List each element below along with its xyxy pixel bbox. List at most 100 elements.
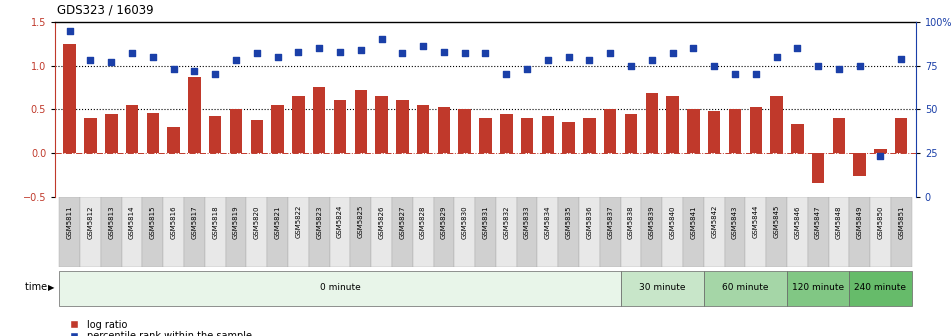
- Bar: [853, 153, 866, 176]
- Text: 60 minute: 60 minute: [722, 283, 768, 292]
- Text: GSM5827: GSM5827: [399, 205, 405, 239]
- Text: GSM5847: GSM5847: [815, 205, 821, 239]
- Bar: [292, 96, 304, 153]
- Legend: log ratio, percentile rank within the sample: log ratio, percentile rank within the sa…: [60, 316, 256, 336]
- Text: 120 minute: 120 minute: [792, 283, 844, 292]
- Bar: [770, 96, 783, 153]
- Bar: [537, 197, 558, 267]
- Text: GSM5820: GSM5820: [254, 205, 260, 239]
- Text: GSM5814: GSM5814: [129, 205, 135, 239]
- Bar: [542, 116, 554, 153]
- Text: GSM5842: GSM5842: [711, 205, 717, 239]
- Point: [603, 51, 618, 56]
- Bar: [209, 116, 222, 153]
- Bar: [495, 197, 516, 267]
- Bar: [434, 197, 455, 267]
- Bar: [437, 107, 450, 153]
- Bar: [143, 197, 164, 267]
- Bar: [59, 197, 80, 267]
- Bar: [397, 100, 409, 153]
- Bar: [849, 197, 870, 267]
- Bar: [413, 197, 434, 267]
- Text: GSM5851: GSM5851: [899, 205, 904, 239]
- Point: [644, 57, 659, 63]
- Text: GSM5815: GSM5815: [150, 205, 156, 239]
- Bar: [600, 197, 621, 267]
- Point: [894, 56, 909, 61]
- Bar: [621, 271, 704, 305]
- Bar: [704, 197, 725, 267]
- Point: [686, 45, 701, 51]
- Point: [249, 51, 264, 56]
- Bar: [184, 197, 204, 267]
- Bar: [167, 127, 180, 153]
- Text: 0 minute: 0 minute: [320, 283, 360, 292]
- Bar: [288, 197, 309, 267]
- Point: [416, 44, 431, 49]
- Bar: [767, 197, 786, 267]
- Bar: [786, 197, 807, 267]
- Text: GSM5811: GSM5811: [67, 205, 72, 239]
- Point: [665, 51, 680, 56]
- Bar: [371, 197, 392, 267]
- Bar: [225, 197, 246, 267]
- Bar: [313, 87, 325, 153]
- Bar: [164, 197, 184, 267]
- Text: GSM5828: GSM5828: [420, 205, 426, 239]
- Bar: [417, 105, 429, 153]
- Point: [146, 54, 161, 59]
- Bar: [122, 197, 143, 267]
- Text: GSM5824: GSM5824: [337, 205, 343, 239]
- Bar: [126, 105, 138, 153]
- Bar: [479, 118, 492, 153]
- Bar: [500, 114, 513, 153]
- Text: GSM5846: GSM5846: [794, 205, 801, 239]
- Bar: [458, 109, 471, 153]
- Bar: [579, 197, 600, 267]
- Bar: [271, 105, 283, 153]
- Text: GSM5843: GSM5843: [732, 205, 738, 239]
- Bar: [828, 197, 849, 267]
- Text: GSM5844: GSM5844: [753, 205, 759, 239]
- Bar: [725, 197, 746, 267]
- Point: [353, 47, 368, 52]
- Bar: [521, 118, 534, 153]
- Text: GSM5836: GSM5836: [587, 205, 592, 239]
- Text: GDS323 / 16039: GDS323 / 16039: [57, 3, 154, 16]
- Bar: [250, 120, 263, 153]
- Text: GSM5833: GSM5833: [524, 205, 530, 239]
- Point: [291, 49, 306, 54]
- Text: GSM5825: GSM5825: [358, 205, 363, 239]
- Bar: [80, 197, 101, 267]
- Bar: [583, 118, 595, 153]
- Point: [207, 72, 223, 77]
- Text: GSM5817: GSM5817: [191, 205, 198, 239]
- Bar: [746, 197, 767, 267]
- Bar: [807, 197, 828, 267]
- Text: GSM5848: GSM5848: [836, 205, 842, 239]
- Text: GSM5812: GSM5812: [87, 205, 93, 239]
- Text: GSM5821: GSM5821: [275, 205, 281, 239]
- Bar: [562, 122, 574, 153]
- Bar: [870, 197, 891, 267]
- Bar: [230, 109, 243, 153]
- Bar: [455, 197, 476, 267]
- Bar: [188, 77, 201, 153]
- Bar: [59, 271, 621, 305]
- Bar: [641, 197, 662, 267]
- Text: GSM5841: GSM5841: [690, 205, 696, 239]
- Bar: [392, 197, 413, 267]
- Text: 30 minute: 30 minute: [639, 283, 686, 292]
- Text: GSM5835: GSM5835: [566, 205, 572, 239]
- Text: GSM5829: GSM5829: [441, 205, 447, 239]
- Bar: [646, 93, 658, 153]
- Text: GSM5845: GSM5845: [773, 205, 780, 239]
- Bar: [874, 149, 886, 153]
- Point: [125, 51, 140, 56]
- Bar: [625, 114, 637, 153]
- Point: [498, 72, 514, 77]
- Point: [561, 54, 576, 59]
- Bar: [895, 118, 907, 153]
- Point: [477, 51, 493, 56]
- Text: 240 minute: 240 minute: [854, 283, 906, 292]
